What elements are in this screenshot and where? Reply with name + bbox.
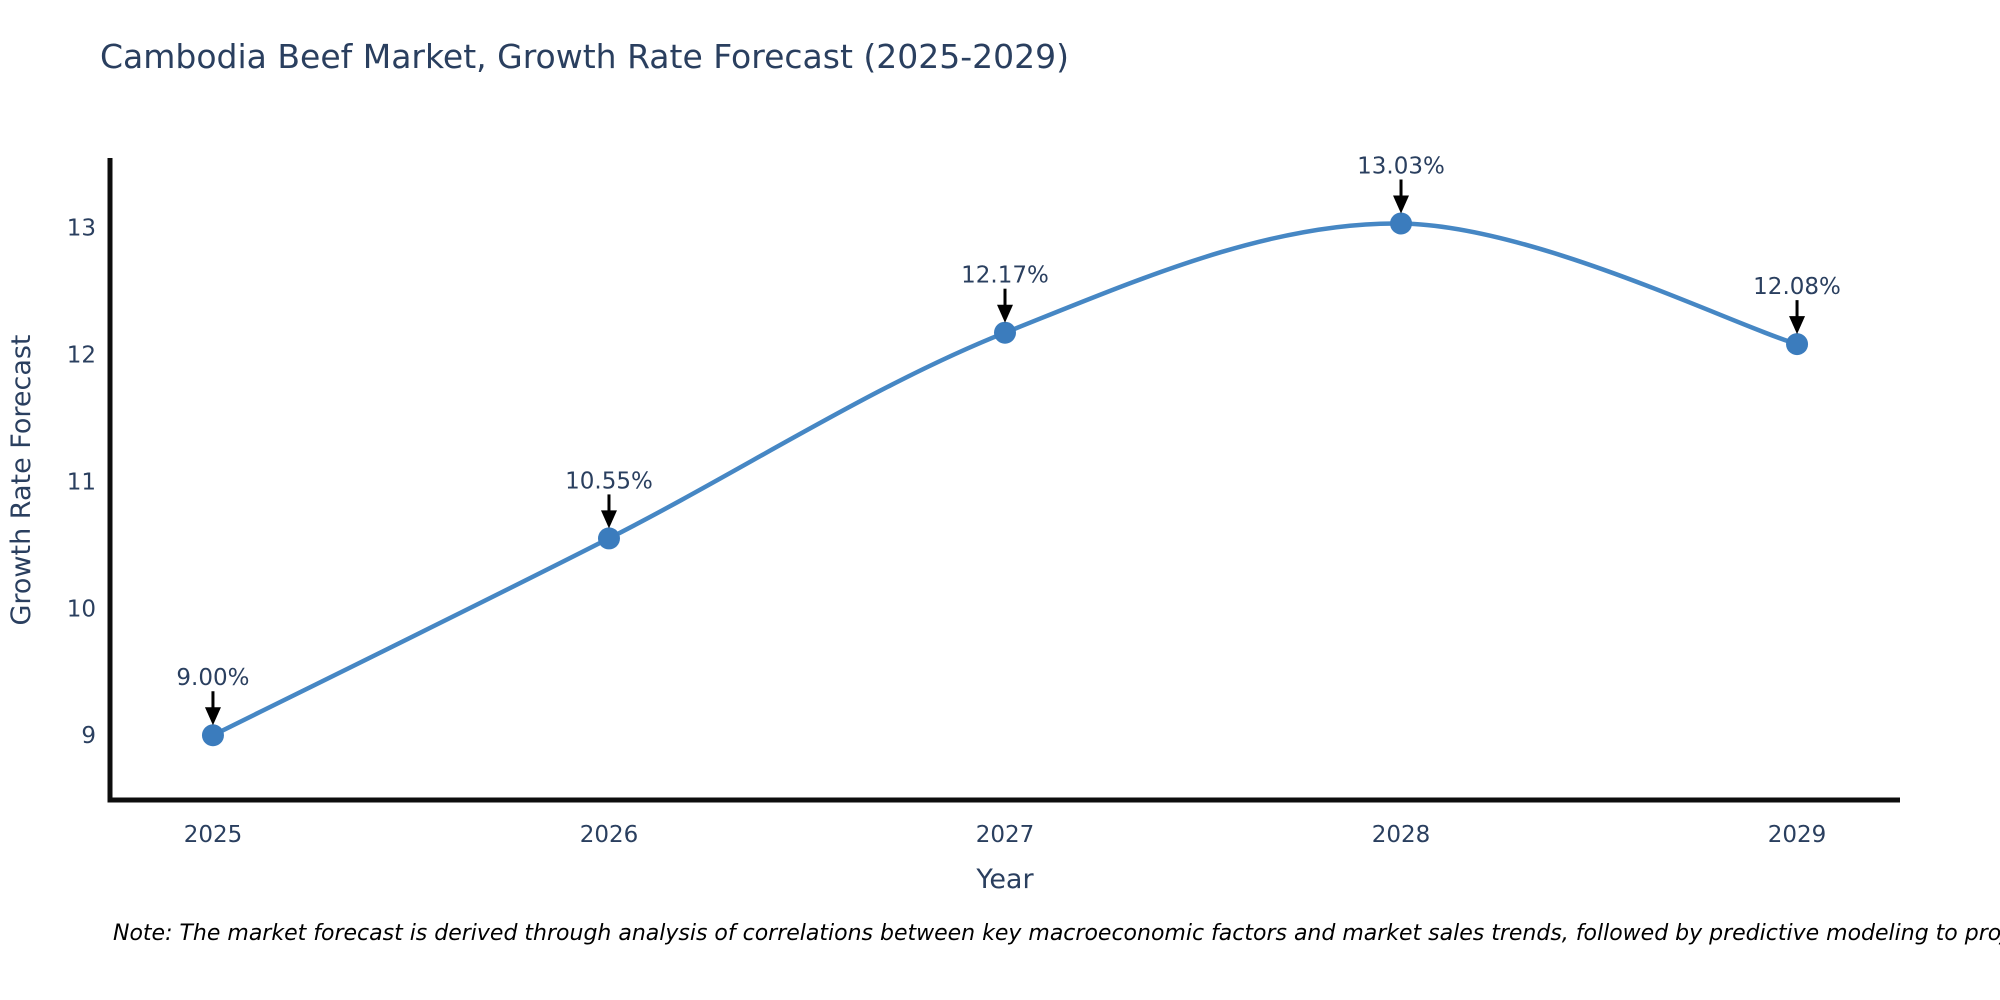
- data-point-label: 12.08%: [1753, 274, 1841, 300]
- x-tick-label: 2029: [1768, 822, 1827, 848]
- y-axis-tick-labels: 9 10 11 12 13: [67, 215, 96, 749]
- annotation-arrow-head: [1393, 195, 1410, 214]
- line-series: [201, 212, 1809, 747]
- data-point-label: 12.17%: [961, 263, 1049, 289]
- y-tick-label: 13: [67, 215, 96, 241]
- annotation-arrow-head: [1789, 316, 1806, 335]
- data-point-annotations: 9.00% 10.55% 12.17% 13.03% 12.08%: [176, 153, 1841, 726]
- data-point-label: 9.00%: [176, 665, 249, 691]
- data-point-marker[interactable]: [1390, 212, 1413, 235]
- data-point-marker[interactable]: [201, 724, 224, 747]
- data-point-marker[interactable]: [597, 527, 620, 550]
- x-tick-label: 2026: [580, 822, 639, 848]
- annotation-arrow-head: [204, 707, 221, 726]
- x-axis-title: Year: [975, 864, 1034, 895]
- data-point-marker[interactable]: [994, 321, 1016, 344]
- x-axis-tick-labels: 2025 2026 2027 2028 2029: [184, 822, 1827, 848]
- y-tick-label: 10: [67, 596, 96, 622]
- y-axis-title: Growth Rate Forecast: [6, 334, 37, 625]
- chart-footnote: Note: The market forecast is derived thr…: [113, 921, 2000, 946]
- y-tick-label: 11: [67, 469, 96, 495]
- chart-title: Cambodia Beef Market, Growth Rate Foreca…: [100, 37, 1069, 76]
- x-tick-label: 2027: [976, 822, 1035, 848]
- data-point-marker[interactable]: [1786, 333, 1809, 356]
- annotation-arrow-head: [600, 510, 617, 529]
- x-tick-label: 2025: [184, 822, 243, 848]
- annotation-arrow-head: [997, 304, 1013, 323]
- y-tick-label: 9: [81, 723, 96, 749]
- y-tick-label: 12: [67, 342, 96, 368]
- x-tick-label: 2028: [1372, 822, 1431, 848]
- data-point-label: 13.03%: [1357, 153, 1445, 179]
- data-point-label: 10.55%: [565, 468, 653, 494]
